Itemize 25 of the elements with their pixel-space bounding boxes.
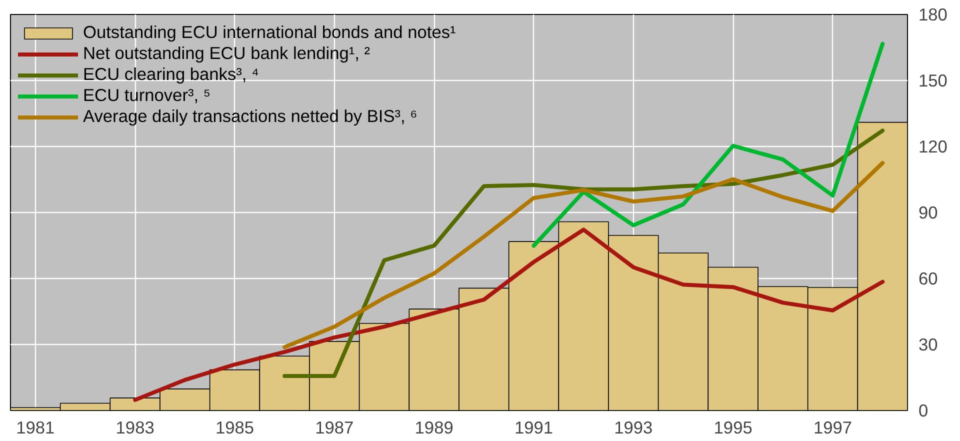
- x-tick-label: 1991: [514, 418, 554, 438]
- legend-label: Average daily transactions netted by BIS³, ⁶: [83, 106, 418, 127]
- y-tick-label: 150: [918, 70, 948, 90]
- x-tick-label: 1981: [16, 418, 55, 438]
- legend-label: ECU clearing banks³, ⁴: [83, 64, 259, 85]
- legend-label: ECU turnover³, ⁵: [83, 85, 211, 106]
- line-series: [532, 42, 885, 248]
- y-tick-label: 30: [918, 334, 938, 354]
- legend-label: Net outstanding ECU bank lending¹, ²: [83, 43, 370, 64]
- x-tick-label: 1993: [614, 418, 653, 438]
- legend-label: Outstanding ECU international bonds and notes¹: [83, 22, 456, 43]
- x-tick-label: 1987: [315, 418, 354, 438]
- x-tick-label: 1997: [813, 418, 852, 438]
- y-tick-label: 120: [918, 136, 948, 156]
- x-tick-label: 1983: [116, 418, 154, 438]
- y-tick-label: 180: [918, 4, 948, 24]
- x-tick-label: 1985: [215, 418, 254, 438]
- x-tick-label: 1995: [714, 418, 752, 438]
- line-series: [282, 161, 885, 350]
- x-tick-label: 1989: [414, 418, 454, 438]
- y-tick-label: 60: [918, 268, 938, 288]
- y-tick-label: 0: [918, 400, 928, 420]
- y-tick-label: 90: [918, 202, 938, 222]
- line-series: [133, 228, 885, 402]
- line-series: [282, 128, 885, 378]
